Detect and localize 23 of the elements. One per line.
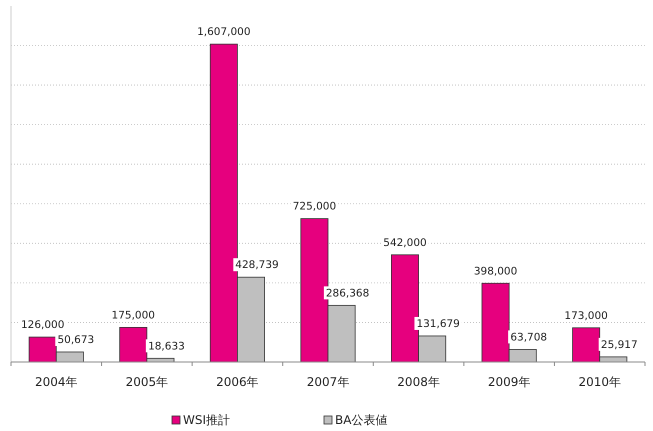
x-tick-label: 2005年 — [126, 375, 168, 389]
x-tick-label: 2009年 — [488, 375, 530, 389]
data-label: 1,607,000 — [197, 26, 251, 38]
data-label: 175,000 — [112, 309, 155, 322]
data-label: 131,679 — [416, 318, 460, 330]
data-label: 398,000 — [474, 265, 518, 278]
data-label: 428,739 — [235, 259, 279, 272]
data-label: 126,000 — [20, 319, 64, 332]
data-label: 50,673 — [57, 334, 94, 346]
data-label: 542,000 — [383, 236, 427, 249]
data-label: 725,000 — [292, 200, 336, 213]
x-tick-label: 2006年 — [216, 375, 259, 389]
data-label: 18,633 — [148, 340, 185, 352]
x-tick-label: 2004年 — [35, 375, 78, 389]
data-label: 286,368 — [326, 287, 370, 300]
data-label: 63,708 — [510, 331, 548, 344]
legend-label: BA公表値 — [335, 413, 388, 427]
x-tick-label: 2010年 — [578, 375, 621, 389]
data-label: 173,000 — [564, 310, 608, 322]
x-tick-label: 2008年 — [397, 375, 440, 389]
x-tick-label: 2007年 — [306, 375, 350, 389]
legend-label: WSI推計 — [183, 413, 230, 427]
data-label: 25,917 — [600, 338, 638, 351]
